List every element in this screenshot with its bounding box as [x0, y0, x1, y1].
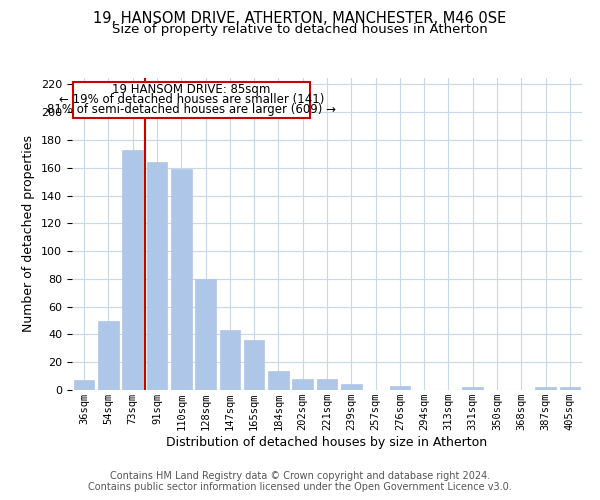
Bar	[195, 279, 216, 390]
Bar	[560, 387, 580, 390]
Bar	[535, 387, 556, 390]
Text: 19, HANSOM DRIVE, ATHERTON, MANCHESTER, M46 0SE: 19, HANSOM DRIVE, ATHERTON, MANCHESTER, …	[94, 11, 506, 26]
Bar	[317, 379, 337, 390]
Text: Contains public sector information licensed under the Open Government Licence v3: Contains public sector information licen…	[88, 482, 512, 492]
Bar	[122, 150, 143, 390]
Bar	[244, 340, 265, 390]
Bar	[171, 169, 191, 390]
Bar	[463, 387, 483, 390]
Text: Contains HM Land Registry data © Crown copyright and database right 2024.: Contains HM Land Registry data © Crown c…	[110, 471, 490, 481]
Bar	[146, 162, 167, 390]
Bar	[74, 380, 94, 390]
Bar	[341, 384, 362, 390]
Text: 81% of semi-detached houses are larger (609) →: 81% of semi-detached houses are larger (…	[47, 104, 336, 117]
Bar	[98, 320, 119, 390]
Bar	[389, 386, 410, 390]
Text: ← 19% of detached houses are smaller (141): ← 19% of detached houses are smaller (14…	[59, 93, 324, 106]
Bar	[220, 330, 240, 390]
Text: Size of property relative to detached houses in Atherton: Size of property relative to detached ho…	[112, 22, 488, 36]
Y-axis label: Number of detached properties: Number of detached properties	[22, 135, 35, 332]
Bar	[268, 370, 289, 390]
Bar	[73, 82, 310, 118]
Text: 19 HANSOM DRIVE: 85sqm: 19 HANSOM DRIVE: 85sqm	[112, 83, 271, 96]
X-axis label: Distribution of detached houses by size in Atherton: Distribution of detached houses by size …	[166, 436, 488, 449]
Bar	[292, 379, 313, 390]
